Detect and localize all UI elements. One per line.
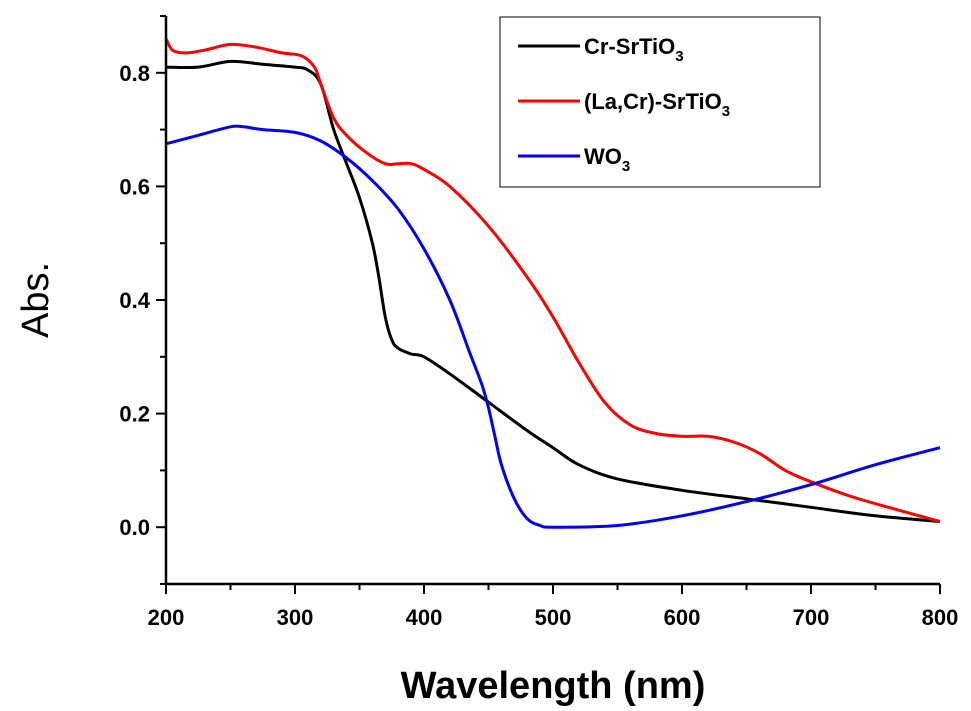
y-tick-label: 0.6: [119, 174, 150, 199]
ticks: 200 300 400 500 600 700 800 0.0 0.2 0.4 0.6 0.8: [119, 15, 959, 630]
y-tick-label: 0.2: [119, 402, 150, 427]
x-tick-label: 700: [793, 605, 830, 630]
series-line-3: [165, 124, 941, 529]
y-tick-label: 0.8: [119, 61, 150, 86]
x-tick-label: 300: [277, 605, 314, 630]
x-tick-label: 800: [922, 605, 959, 630]
legend: Cr-SrTiO3 (La,Cr)-SrTiO3 WO3: [499, 16, 821, 188]
x-tick-label: 400: [406, 605, 443, 630]
x-tick-label: 600: [664, 605, 701, 630]
y-tick-label: 0.4: [119, 288, 150, 313]
legend-label-1: Cr-SrTiO3: [584, 34, 684, 65]
x-tick-label: 200: [148, 605, 185, 630]
y-tick-label: 0.0: [119, 515, 150, 540]
series-line-1: [165, 59, 941, 523]
x-axis-title: Wavelength (nm): [401, 665, 706, 707]
legend-label-3: WO3: [584, 144, 630, 175]
x-tick-label: 500: [535, 605, 572, 630]
legend-label-2: (La,Cr)-SrTiO3: [584, 89, 730, 120]
plot-lines: [164, 37, 941, 529]
series-line-2: [164, 37, 941, 523]
y-axis-title: Abs.: [15, 262, 57, 338]
